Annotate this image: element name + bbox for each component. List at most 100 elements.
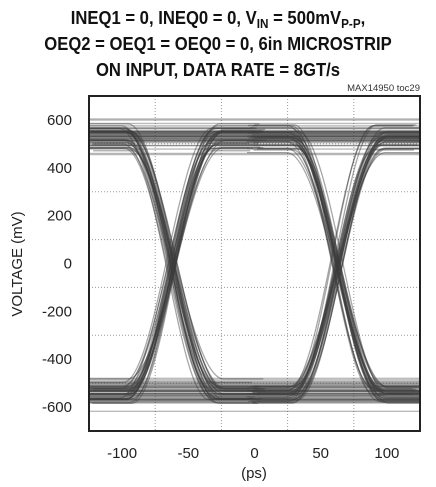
eye-transition-trace: [248, 137, 420, 403]
eye-transition-trace: [89, 127, 256, 398]
eye-transition-trace: [248, 124, 415, 391]
eye-transition-trace: [89, 143, 259, 387]
eye-transition-trace: [251, 134, 420, 393]
eye-transition-trace: [89, 132, 260, 395]
eye-transition-trace: [256, 144, 420, 396]
x-axis-label: (ps): [241, 465, 267, 482]
eye-transition-trace: [254, 137, 420, 387]
plot-frame: [88, 95, 421, 432]
eye-transition-trace: [92, 131, 259, 404]
eye-transition-trace: [89, 147, 249, 401]
eye-transition-trace: [247, 147, 420, 395]
eye-transition-trace: [89, 131, 264, 390]
eye-transition-trace: [89, 123, 260, 387]
eye-transition-trace: [246, 140, 420, 398]
eye-transition-trace: [92, 131, 259, 404]
eye-transition-trace: [250, 127, 420, 388]
eye-transition-trace: [254, 144, 420, 400]
eye-transition-trace: [250, 127, 420, 388]
eye-transition-trace: [93, 150, 251, 391]
eye-transition-trace: [252, 136, 420, 404]
y-tick-label: -400: [42, 351, 72, 368]
eye-transition-trace: [89, 127, 253, 384]
eye-transition-trace: [89, 146, 261, 396]
eye-transition-trace: [253, 149, 415, 395]
eye-transition-trace: [252, 125, 413, 390]
eye-transition-trace: [252, 136, 420, 404]
eye-transition-trace: [89, 127, 256, 398]
chart-title-line-2: OEQ2 = OEQ1 = OEQ0 = 0, 6in MICROSTRIP: [44, 33, 392, 54]
x-tick-label: -100: [107, 445, 137, 462]
eye-transition-trace: [254, 124, 417, 391]
eye-transition-trace: [89, 146, 264, 380]
x-tick-label: -50: [177, 445, 199, 462]
eye-transition-trace: [90, 144, 256, 404]
eye-transition-trace: [253, 140, 420, 394]
eye-transition-trace: [250, 136, 420, 395]
eye-transition-trace: [89, 127, 257, 400]
eye-transition-trace: [256, 135, 420, 394]
eye-transition-trace: [251, 134, 420, 393]
eye-transition-trace: [89, 127, 257, 400]
y-tick-label: 0: [64, 256, 72, 273]
eye-transition-trace: [251, 131, 420, 402]
eye-transition-trace: [250, 136, 420, 395]
eye-transition-trace: [254, 137, 420, 387]
eye-transition-trace: [254, 124, 417, 391]
eye-transition-trace: [248, 132, 420, 399]
eye-transition-trace: [251, 131, 420, 402]
eye-transition-trace: [89, 138, 254, 400]
eye-transition-trace: [256, 147, 420, 399]
eye-transition-trace: [246, 151, 420, 392]
eye-transition-trace: [89, 128, 266, 392]
y-axis-label: VOLTAGE (mV): [9, 211, 26, 316]
eye-transition-trace: [89, 141, 260, 391]
eye-transition-trace: [89, 130, 264, 395]
eye-transition-trace: [256, 147, 420, 399]
eye-transition-trace: [256, 144, 420, 396]
eye-transition-trace: [89, 131, 264, 390]
eye-transition-trace: [247, 147, 420, 395]
eye-transition-trace: [246, 140, 420, 398]
eye-transition-trace: [89, 125, 258, 389]
eye-transition-trace: [89, 139, 261, 389]
eye-transition-trace: [89, 127, 253, 384]
eye-traces: [89, 118, 420, 413]
y-tick-label: 600: [47, 112, 72, 129]
x-tick-label: 50: [312, 445, 329, 462]
eye-transition-trace: [247, 135, 420, 389]
eye-transition-trace: [253, 149, 415, 395]
eye-transition-trace: [254, 144, 420, 400]
eye-transition-trace: [93, 142, 250, 389]
eye-transition-trace: [258, 130, 420, 395]
chart-title-line-3: ON INPUT, DATA RATE = 8GT/s: [95, 59, 341, 80]
eye-transition-trace: [248, 137, 420, 403]
eye-transition-trace: [257, 148, 420, 401]
eye-transition-trace: [93, 142, 250, 389]
eye-transition-trace: [257, 148, 420, 401]
eye-transition-trace: [89, 129, 263, 400]
eye-transition-trace: [89, 129, 263, 400]
eye-transition-trace: [251, 138, 420, 392]
figure-code: MAX14950 toc29: [347, 83, 420, 94]
eye-transition-trace: [93, 150, 251, 391]
eye-transition-trace: [89, 125, 258, 389]
eye-transition-trace: [89, 139, 261, 389]
eye-transition-trace: [89, 143, 259, 387]
plot-area: [89, 96, 420, 431]
eye-transition-trace: [89, 141, 260, 391]
eye-transition-trace: [252, 142, 420, 404]
eye-transition-trace: [247, 135, 420, 389]
eye-transition-trace: [90, 130, 257, 395]
eye-transition-trace: [89, 131, 260, 401]
eye-transition-trace: [89, 130, 264, 395]
eye-transition-trace: [252, 125, 413, 390]
eye-transition-trace: [89, 146, 261, 396]
eye-transition-trace: [89, 132, 260, 395]
x-tick-labels: -100 -50 0 50 100: [107, 445, 399, 462]
eye-transition-trace: [89, 123, 260, 387]
eye-transition-trace: [256, 135, 420, 394]
y-tick-label: 400: [47, 160, 72, 177]
eye-transition-trace: [251, 138, 420, 392]
